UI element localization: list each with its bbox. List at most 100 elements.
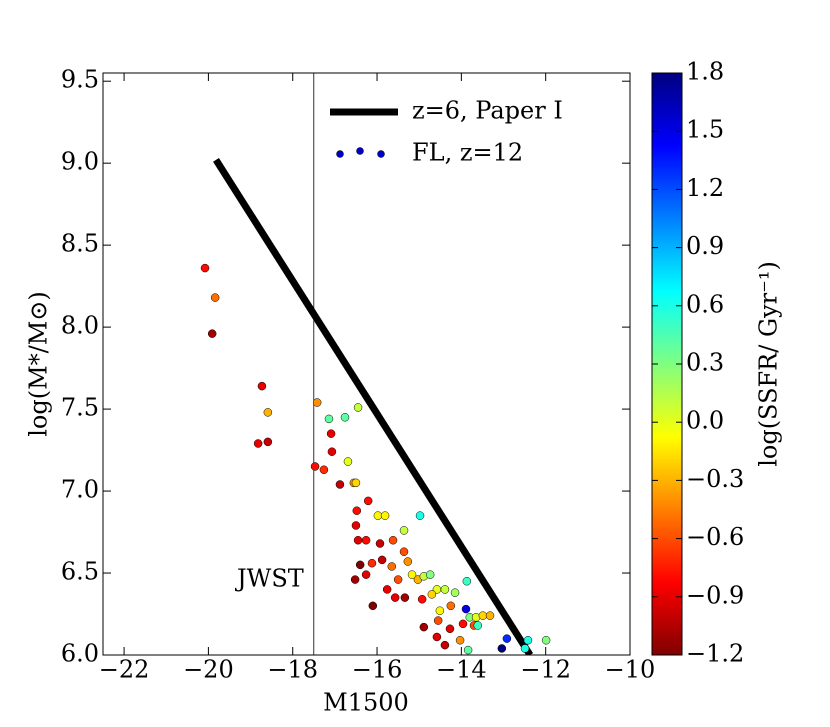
x-tick-label: −12 xyxy=(520,656,571,684)
legend-label: FL, z=12 xyxy=(412,139,523,167)
colorbar-tick-label: −1.2 xyxy=(686,640,744,668)
colorbar-tick-label: 1.5 xyxy=(686,116,724,144)
line xyxy=(213,158,534,655)
colorbar-tick-label: 0.0 xyxy=(686,407,724,435)
point xyxy=(257,381,267,391)
point xyxy=(363,496,373,506)
point xyxy=(445,624,455,634)
point xyxy=(520,644,530,653)
point xyxy=(353,535,363,545)
x-tick-label: −10 xyxy=(605,656,656,684)
colorbar-tick-label: −0.3 xyxy=(686,465,744,493)
point xyxy=(478,611,488,620)
point xyxy=(355,560,365,570)
point xyxy=(485,611,495,620)
x-tick-label: −22 xyxy=(99,656,150,684)
colorbar-tick-label: 1.8 xyxy=(686,58,724,86)
point xyxy=(361,535,371,545)
y-tick-label: 8.5 xyxy=(61,230,99,258)
point xyxy=(361,570,371,579)
point xyxy=(393,575,403,584)
point xyxy=(319,465,329,474)
y-tick-label: 7.5 xyxy=(61,394,99,422)
point xyxy=(380,511,390,520)
point xyxy=(390,593,400,602)
y-tick-label: 6.0 xyxy=(61,640,99,668)
point xyxy=(388,535,398,545)
colorbar-tick-label: −0.9 xyxy=(686,581,744,609)
point xyxy=(367,558,377,568)
point xyxy=(440,585,450,594)
point xyxy=(324,414,334,424)
point xyxy=(446,601,456,611)
x-axis-label: M1500 xyxy=(323,689,409,717)
colorbar-tick-label: 0.6 xyxy=(686,290,724,318)
x-tick-label: −20 xyxy=(183,656,234,684)
point xyxy=(541,635,551,645)
y-tick-label: 9.5 xyxy=(61,66,99,94)
point xyxy=(462,576,472,586)
point xyxy=(373,511,383,520)
point xyxy=(458,619,468,629)
point xyxy=(368,601,378,611)
colorbar-label: log(SSFR/ Gyr⁻¹) xyxy=(755,261,783,467)
point xyxy=(327,447,337,456)
point xyxy=(427,590,437,599)
plot-area xyxy=(102,72,631,656)
point xyxy=(263,408,273,417)
point xyxy=(455,635,465,645)
point xyxy=(312,398,322,407)
y-tick-label: 7.0 xyxy=(61,476,99,504)
point xyxy=(435,606,445,615)
point xyxy=(353,403,363,412)
point xyxy=(463,645,473,655)
point xyxy=(425,570,435,579)
point xyxy=(400,593,410,602)
legend-swatch xyxy=(336,150,344,158)
point xyxy=(440,640,450,650)
point xyxy=(382,585,392,594)
point xyxy=(263,437,273,447)
point xyxy=(502,634,512,643)
point xyxy=(210,293,220,302)
y-tick-label: 6.5 xyxy=(61,558,99,586)
point xyxy=(377,555,387,565)
point xyxy=(326,429,336,438)
point xyxy=(415,511,425,520)
colorbar-tick-label: 1.2 xyxy=(686,174,724,202)
x-tick-label: −18 xyxy=(267,656,318,684)
y-tick-label: 8.0 xyxy=(61,312,99,340)
point xyxy=(473,621,483,630)
point xyxy=(335,480,345,489)
x-tick-label: −16 xyxy=(352,656,403,684)
y-axis-label: log(M*/M⊙) xyxy=(25,291,53,437)
point xyxy=(310,462,320,471)
point xyxy=(417,595,427,604)
point xyxy=(207,329,217,338)
point xyxy=(350,575,360,584)
point xyxy=(253,439,263,448)
point xyxy=(523,635,533,645)
y-tick-label: 9.0 xyxy=(61,148,99,176)
point xyxy=(407,570,417,579)
colorbar-tick-label: 0.9 xyxy=(686,232,724,260)
point xyxy=(497,644,507,653)
point xyxy=(433,616,443,625)
point xyxy=(387,562,397,571)
point xyxy=(399,547,409,556)
point xyxy=(403,557,413,566)
point xyxy=(200,263,210,273)
point xyxy=(461,604,471,614)
point xyxy=(375,539,385,548)
point xyxy=(351,521,361,530)
colorbar-tick-label: 0.3 xyxy=(686,349,724,377)
point xyxy=(450,588,460,597)
point xyxy=(351,478,361,488)
colorbar-tick-label: −0.6 xyxy=(686,523,744,551)
point xyxy=(343,457,353,466)
point xyxy=(399,526,409,535)
point xyxy=(340,413,350,422)
legend-swatch xyxy=(377,150,385,158)
x-tick-label: −14 xyxy=(436,656,487,684)
